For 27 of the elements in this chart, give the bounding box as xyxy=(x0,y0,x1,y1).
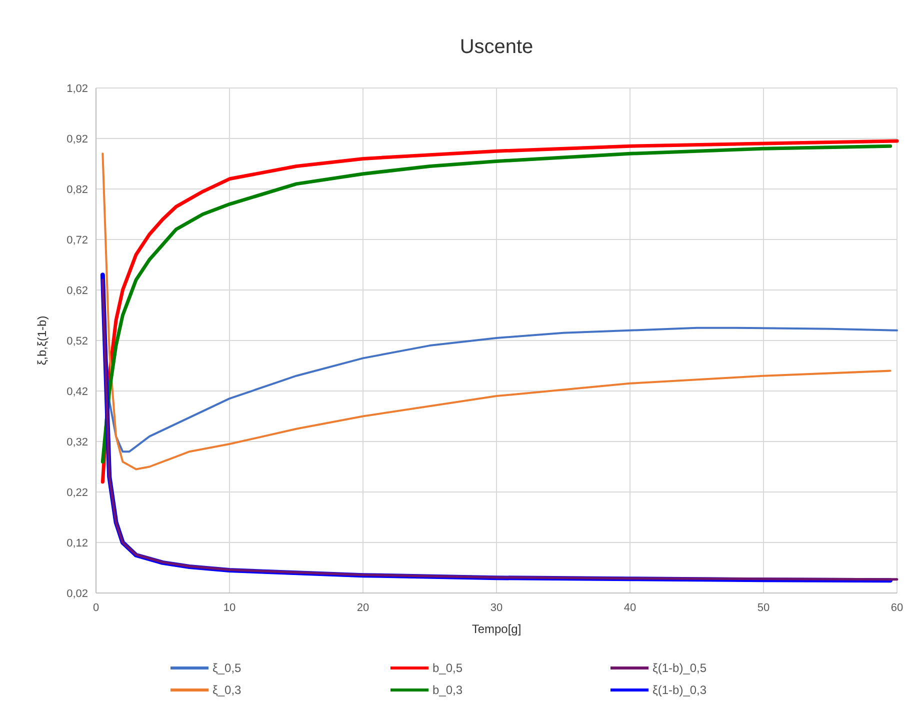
y-tick-label: 0,72 xyxy=(66,234,88,246)
x-tick-label: 60 xyxy=(890,602,904,614)
y-tick-label: 0,12 xyxy=(66,537,88,550)
legend-label: b_0,5 xyxy=(432,661,463,676)
y-tick-label: 0,22 xyxy=(66,486,88,499)
y-axis-title: ξ,b,ξ(1-b) xyxy=(35,316,49,366)
x-tick-label: 20 xyxy=(356,602,370,614)
x-tick-label: 0 xyxy=(92,602,100,614)
x-tick-label: 10 xyxy=(223,602,236,614)
x-tick-label: 30 xyxy=(490,602,503,614)
x-tick-label: 40 xyxy=(624,602,636,614)
legend-label: ξ(1-b)_0,3 xyxy=(652,683,707,698)
y-tick-label: 0,52 xyxy=(66,335,88,348)
x-tick-label: 50 xyxy=(757,602,770,614)
legend-label: ξ_0,5 xyxy=(212,661,242,676)
legend-label: ξ(1-b)_0,5 xyxy=(652,661,707,676)
y-tick-label: 0,02 xyxy=(66,588,88,600)
y-tick-label: 0,32 xyxy=(66,436,88,448)
legend-label: b_0,3 xyxy=(432,683,463,698)
y-tick-label: 0,62 xyxy=(66,284,88,297)
y-tick-label: 0,82 xyxy=(66,184,88,196)
legend-label: ξ_0,3 xyxy=(212,683,242,698)
y-tick-label: 0,92 xyxy=(66,133,88,146)
y-tick-label: 0,42 xyxy=(66,386,88,398)
y-tick-label: 1,02 xyxy=(66,82,88,95)
chart-title: Uscente xyxy=(460,36,534,58)
x-axis-title: Tempo[g] xyxy=(472,622,522,636)
